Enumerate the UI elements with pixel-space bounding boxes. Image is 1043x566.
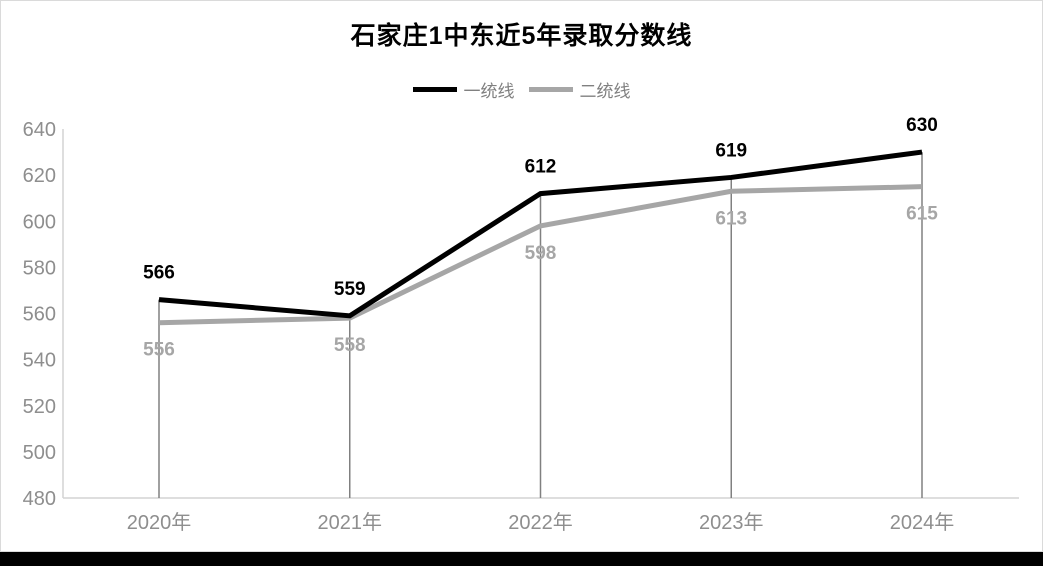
series2-data-label: 558 (334, 335, 366, 356)
y-tick-label: 540 (23, 350, 56, 372)
y-tick-label: 580 (23, 257, 56, 279)
x-tick-label: 2020年 (127, 511, 192, 534)
chart-card: 石家庄1中东近5年录取分数线 一统线 二统线 480 500 520 540 560 58… (0, 0, 1043, 552)
y-tick-label: 520 (23, 396, 56, 418)
x-tick-label: 2024年 (890, 511, 955, 534)
series2-data-label: 615 (906, 204, 938, 225)
series2-data-label: 556 (143, 340, 175, 361)
series1-data-label: 612 (525, 157, 557, 178)
y-tick-label: 600 (23, 211, 56, 233)
chart-title: 石家庄1中东近5年录取分数线 (350, 22, 693, 50)
series2-line (158, 184, 923, 326)
legend-line-swatch-gray (528, 87, 573, 92)
line-chart-plot: 480 500 520 540 560 580 600 620 640 2020年 2021年 202… (23, 115, 1019, 534)
chart-legend: 一统线 二统线 (1, 77, 1042, 102)
y-tick-label: 480 (23, 488, 56, 510)
y-tick-label: 500 (23, 442, 56, 464)
series1-data-label: 566 (143, 263, 175, 284)
legend-label-series2: 二统线 (579, 82, 631, 101)
y-tick-label: 560 (23, 304, 56, 326)
legend-item-series1: 一统线 (412, 77, 515, 102)
legend-item-series2: 二统线 (528, 77, 631, 102)
legend-label-series1: 一统线 (463, 82, 515, 101)
series2-data-label: 598 (525, 243, 557, 264)
y-tick-label: 620 (23, 165, 56, 187)
y-tick-label: 640 (23, 119, 56, 141)
bottom-black-bar (0, 552, 1043, 566)
legend-line-swatch-black (412, 87, 457, 92)
series1-data-label: 619 (715, 140, 747, 161)
series1-data-label: 559 (334, 279, 366, 300)
x-tick-label: 2022年 (508, 511, 573, 534)
x-tick-label: 2021年 (318, 511, 383, 534)
series1-line (158, 149, 923, 319)
series1-data-label: 630 (906, 115, 938, 136)
series2-data-label: 613 (715, 208, 747, 229)
x-tick-label: 2023年 (699, 511, 764, 534)
